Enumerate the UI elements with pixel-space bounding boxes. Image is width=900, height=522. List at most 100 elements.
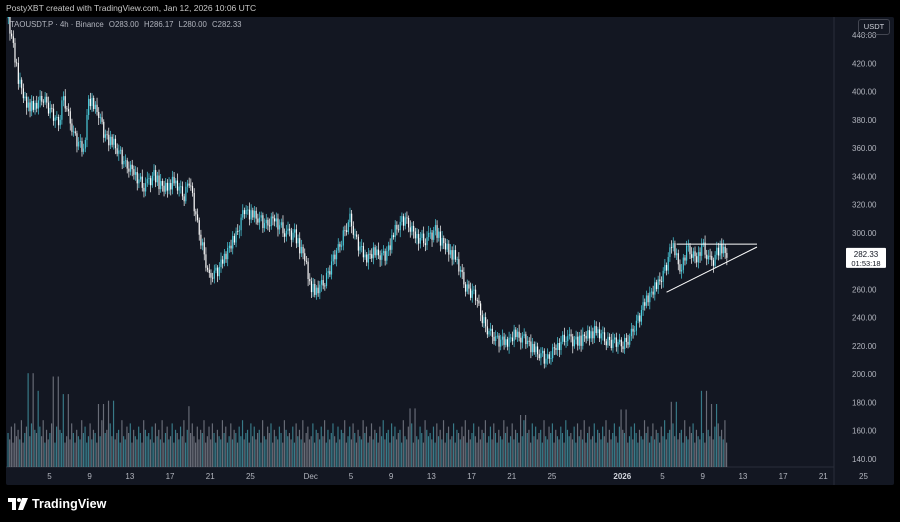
candle-body	[665, 264, 668, 271]
candle-body	[552, 347, 554, 359]
volume-bar	[669, 429, 671, 467]
volume-bar	[133, 429, 135, 467]
volume-bar	[424, 420, 426, 467]
candle-body	[706, 254, 708, 260]
candle-body	[595, 326, 597, 334]
volume-bar	[598, 433, 600, 467]
symbol-legend[interactable]: TAOUSDT.P · 4h · Binance O283.00 H286.17…	[10, 20, 245, 29]
candle-body	[520, 337, 522, 343]
candle-body	[575, 336, 577, 340]
candle-body	[461, 269, 463, 273]
volume-bar	[429, 433, 431, 467]
volume-bar	[715, 404, 718, 467]
volume-bar	[345, 442, 347, 467]
volume-bar	[620, 409, 622, 467]
volume-bar	[213, 433, 215, 467]
volume-bar	[365, 426, 368, 467]
candle-body	[629, 336, 631, 345]
volume-bar	[580, 429, 582, 467]
volume-bar	[375, 433, 378, 467]
candle-body	[553, 347, 555, 349]
volume-bar	[573, 426, 575, 467]
volume-bar	[679, 433, 681, 467]
candle-body	[573, 339, 576, 347]
candle-body	[523, 334, 525, 336]
candle-body	[585, 335, 587, 339]
tradingview-logo[interactable]: TradingView	[8, 497, 107, 511]
candle-body	[357, 236, 359, 251]
candle-body	[480, 303, 482, 316]
candle-body	[116, 148, 118, 154]
candle-body	[709, 255, 711, 257]
candle-body	[98, 111, 100, 118]
candle-body	[290, 230, 292, 240]
candle-body	[205, 254, 207, 268]
candle-body	[438, 231, 440, 238]
price-chart[interactable]: 140.00 160.00 180.00 200.00 220.00 240.00 260.…	[6, 17, 894, 485]
candle-body	[268, 225, 271, 227]
currency-button[interactable]: USDT	[858, 19, 890, 35]
candle-body	[143, 187, 145, 192]
candle-body	[543, 350, 545, 364]
candle-body	[282, 222, 284, 234]
volume-bar	[607, 442, 609, 467]
candle-body	[697, 252, 699, 263]
volume-bar	[77, 436, 79, 467]
candle-body	[64, 96, 66, 109]
candle-body	[218, 266, 220, 277]
volume-bar	[25, 426, 28, 467]
volume-bar	[442, 420, 445, 467]
volume-bar	[499, 436, 502, 467]
symbol-info[interactable]: TAOUSDT.P · 4h · Binance	[10, 20, 104, 29]
candle-body	[27, 102, 29, 108]
volume-bar	[597, 429, 599, 467]
volume-bar	[628, 436, 631, 467]
candle-body	[444, 243, 447, 250]
volume-bar	[349, 426, 351, 467]
candle-body	[108, 134, 110, 146]
volume-bar	[12, 442, 14, 467]
candle-body	[372, 247, 375, 259]
candle-body	[227, 247, 229, 260]
x-tick-label: 2026	[613, 472, 631, 481]
candle-body	[726, 252, 728, 258]
volume-bar	[179, 426, 182, 467]
candle-body	[186, 183, 189, 187]
candle-body	[134, 172, 137, 175]
candle-body	[434, 225, 436, 231]
candle-body	[433, 230, 435, 240]
volume-bar	[484, 420, 486, 467]
brand-name: TradingView	[32, 497, 107, 511]
candle-body	[171, 176, 174, 190]
chart-canvas[interactable]: 140.00 160.00 180.00 200.00 220.00 240.00 260.…	[6, 17, 894, 485]
volume-bar	[146, 436, 148, 467]
volume-bar	[479, 439, 481, 467]
candle-body	[513, 329, 515, 342]
volume-bar	[556, 436, 559, 467]
volume-bar	[15, 436, 17, 467]
candle-body	[124, 160, 127, 162]
x-tick-label: 17	[166, 472, 175, 481]
volume-bar	[220, 439, 222, 467]
volume-bar	[121, 420, 123, 467]
candle-body	[428, 232, 430, 238]
volume-bar	[235, 433, 237, 467]
y-tick-label: 200.00	[852, 370, 877, 379]
volume-bar	[59, 429, 61, 467]
candle-body	[335, 250, 338, 260]
volume-bar	[54, 442, 56, 467]
candle-body	[201, 242, 204, 246]
volume-bar	[476, 442, 478, 467]
candle-body	[563, 334, 565, 342]
volume-bar	[632, 439, 634, 467]
candle-body	[359, 246, 361, 251]
volume-bar	[478, 426, 480, 467]
candle-body	[699, 252, 701, 256]
candle-body	[148, 178, 150, 180]
candle-body	[41, 95, 43, 102]
volume-bar	[29, 436, 31, 467]
candle-body	[176, 180, 179, 191]
candle-body	[136, 172, 138, 184]
candle-body	[501, 336, 503, 340]
candle-body	[327, 271, 329, 273]
